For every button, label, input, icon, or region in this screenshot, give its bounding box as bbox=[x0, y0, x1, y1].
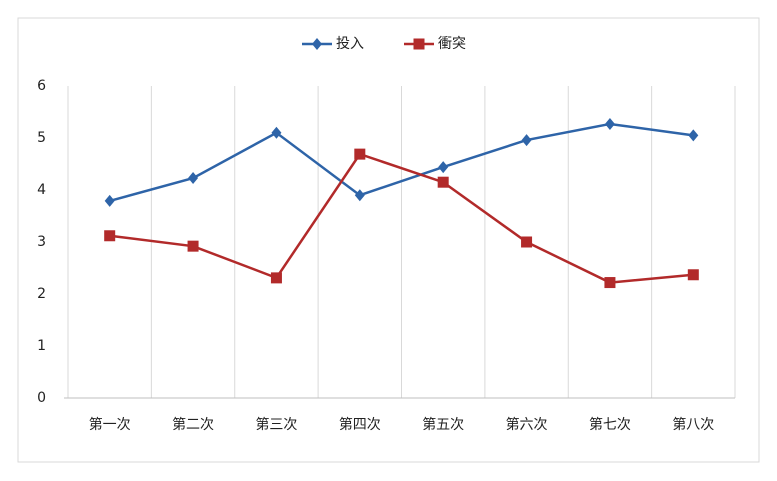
x-tick-label: 第二次 bbox=[172, 416, 214, 433]
marker bbox=[312, 38, 322, 50]
marker bbox=[413, 38, 425, 50]
chart-border bbox=[17, 17, 760, 463]
y-tick-label: 1 bbox=[37, 338, 46, 354]
series-line bbox=[109, 122, 694, 203]
marker bbox=[437, 176, 449, 188]
legend-label: 投入 bbox=[336, 36, 364, 52]
marker bbox=[104, 194, 115, 207]
x-tick-label: 第四次 bbox=[339, 416, 381, 433]
y-tick-label: 2 bbox=[37, 286, 46, 302]
x-tick-label: 第六次 bbox=[506, 416, 548, 433]
marker bbox=[521, 236, 533, 248]
x-tick-label: 第三次 bbox=[255, 416, 297, 433]
marker bbox=[604, 277, 616, 289]
marker bbox=[604, 117, 615, 130]
marker bbox=[438, 161, 449, 174]
y-tick-label: 3 bbox=[37, 234, 46, 250]
y-tick-label: 6 bbox=[37, 78, 46, 94]
x-tick-label: 第八次 bbox=[672, 416, 714, 433]
marker bbox=[354, 148, 366, 160]
marker bbox=[688, 129, 699, 142]
marker bbox=[188, 172, 199, 185]
marker bbox=[104, 230, 116, 242]
marker bbox=[271, 126, 282, 139]
x-tick-label: 第七次 bbox=[589, 416, 631, 433]
marker bbox=[521, 134, 532, 147]
marker bbox=[270, 272, 282, 284]
marker bbox=[354, 189, 365, 202]
marker bbox=[187, 240, 199, 252]
x-tick-label: 第一次 bbox=[89, 416, 131, 433]
y-tick-label: 5 bbox=[37, 130, 46, 146]
y-tick-label: 4 bbox=[37, 182, 46, 198]
legend-label: 衝突 bbox=[438, 36, 466, 52]
marker bbox=[687, 269, 699, 281]
x-tick-label: 第五次 bbox=[422, 416, 464, 433]
y-tick-label: 0 bbox=[37, 390, 46, 406]
series-line bbox=[109, 152, 694, 284]
